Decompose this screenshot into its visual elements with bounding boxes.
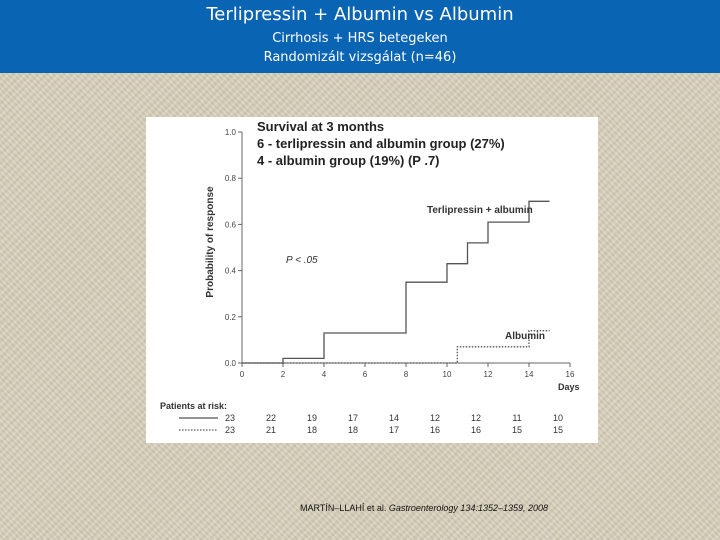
risk-table-cell: 18 [348,425,358,435]
x-tick-label: 10 [443,370,452,379]
slide-title: Terlipressin + Albumin vs Albumin [206,4,514,25]
survival-step-chart: 0 2 4 6 8 10 12 14 16 0.0 0.2 0.4 0.6 0.8 1.0 Survival… [160,119,580,435]
series-label-terlipressin: Terlipressin + albumin [427,205,533,216]
chart-annotation-line-1: 6 - terlipressin and albumin group (27%) [257,136,505,151]
risk-table: 23 22 19 17 14 12 12 11 10 23 21 18 18 17 16 16 15 15 [179,413,563,435]
x-tick-label: 4 [322,370,327,379]
slide-subtitle-condition: Cirrhosis + HRS betegeken [272,31,448,46]
series-line-albumin [242,330,550,364]
chart-annotation-line-2: 4 - albumin group (19%) (P .7) [257,153,440,168]
x-tick-label: 0 [240,370,245,379]
citation-journal: Gastroenterology 134:1352–1359, 2008 [388,503,549,513]
risk-table-cell: 21 [266,425,276,435]
y-axis-label: Probability of response [205,186,216,298]
series-line-terlipressin-albumin [242,200,550,364]
chart-ticks: 0 2 4 6 8 10 12 14 16 0.0 0.2 0.4 0.6 0.8 1.0 [225,128,575,379]
slide-header: Terlipressin + Albumin vs Albumin Cirrho… [0,0,720,73]
slide-subtitle-study: Randomizált vizsgálat (n=46) [263,50,457,65]
risk-table-cell: 14 [389,413,399,423]
y-tick-label: 0.0 [225,359,237,368]
risk-table-cell: 17 [389,425,399,435]
x-tick-label: 8 [404,370,409,379]
p-value-label: P < .05 [286,255,318,266]
risk-table-cell: 22 [266,413,276,423]
risk-table-cell: 23 [225,425,235,435]
risk-table-cell: 12 [430,413,440,423]
y-tick-label: 0.4 [225,267,237,276]
risk-table-cell: 18 [307,425,317,435]
y-tick-label: 1.0 [225,128,237,137]
risk-table-title: Patients at risk: [160,401,227,411]
x-axis-label: Days [558,382,580,392]
risk-table-cell: 11 [512,413,521,423]
x-tick-label: 14 [525,370,534,379]
citation-authors: MARTÍN–LLAHÍ et al. [300,503,387,513]
survival-chart-panel: 0 2 4 6 8 10 12 14 16 0.0 0.2 0.4 0.6 0.8 1.0 Survival… [146,117,598,443]
y-tick-label: 0.2 [225,313,237,322]
y-tick-label: 0.6 [225,220,237,229]
risk-table-cell: 16 [471,425,481,435]
y-tick-label: 0.8 [225,174,237,183]
x-tick-label: 12 [484,370,493,379]
risk-table-cell: 19 [307,413,317,423]
risk-table-cell: 15 [512,425,522,435]
chart-series [242,200,550,364]
x-tick-label: 16 [566,370,575,379]
x-tick-label: 6 [363,370,368,379]
chart-title: Survival at 3 months [257,119,384,134]
risk-table-cell: 17 [348,413,358,423]
x-tick-label: 2 [281,370,286,379]
risk-table-cell: 15 [553,425,563,435]
risk-table-cell: 12 [471,413,481,423]
risk-table-cell: 10 [553,413,563,423]
risk-table-cell: 16 [430,425,440,435]
citation: MARTÍN–LLAHÍ et al. Gastroenterology 134… [300,503,548,513]
risk-table-cell: 23 [225,413,235,423]
series-label-albumin: Albumin [505,331,545,342]
